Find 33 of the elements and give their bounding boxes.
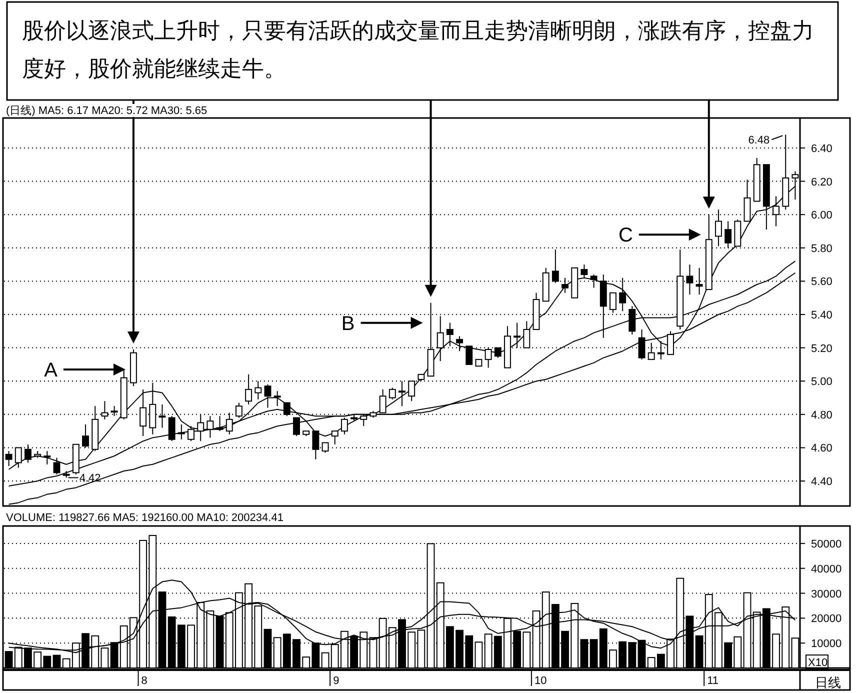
- y-tick-label: 40000: [811, 563, 842, 576]
- y-tick-label: 20000: [811, 613, 842, 626]
- y-tick-label: 4.40: [811, 476, 832, 488]
- x-tick-label: 8: [141, 675, 148, 687]
- y-tick-label: 50000: [811, 538, 842, 550]
- annotation: 4.42: [68, 472, 101, 485]
- y-tick-label: 10000: [811, 638, 842, 650]
- y-tick-label: 5.00: [811, 376, 832, 388]
- y-tick-label: 4.80: [811, 409, 832, 422]
- y-tick-label: 5.20: [811, 342, 832, 355]
- y-tick-label: 6.20: [811, 176, 832, 188]
- annotation: 6.48: [748, 134, 784, 147]
- annotation: C: [618, 224, 633, 247]
- chart-subtitle: VOLUME: 119827.66 MA5: 192160.00 MA10: 200234.41: [6, 512, 284, 524]
- y-tick-label: 5.80: [811, 242, 832, 255]
- y-tick-label: 30000: [811, 588, 842, 600]
- annotation: B: [341, 312, 355, 335]
- y-tick-label: 5.40: [811, 310, 832, 322]
- x-tick-label: 10: [534, 675, 547, 687]
- annotation: C: [618, 100, 715, 247]
- annotation: B: [341, 100, 437, 335]
- y-tick-label: 6.40: [811, 142, 832, 155]
- y-tick-label: 5.60: [811, 276, 832, 288]
- y-tick-label: 4.60: [811, 442, 832, 455]
- y-tick-label: 6.00: [811, 210, 832, 222]
- annotation: 日线: [815, 675, 841, 690]
- annotation: X10: [806, 654, 828, 670]
- chart-subtitle: (日线) MA5: 6.17 MA20: 5.72 MA30: 5.65: [6, 104, 208, 117]
- x-tick-label: 9: [333, 675, 340, 687]
- annotation: 6.48: [748, 134, 770, 147]
- annotation: 4.42: [79, 472, 101, 485]
- x-tick-label: 11: [707, 675, 719, 687]
- chart-title: 股价以逐浪式上升时，只要有活跃的成交量而且走势清晰明朗，涨跌有序，控盘力度好，股价就能继续走牛。: [22, 18, 814, 81]
